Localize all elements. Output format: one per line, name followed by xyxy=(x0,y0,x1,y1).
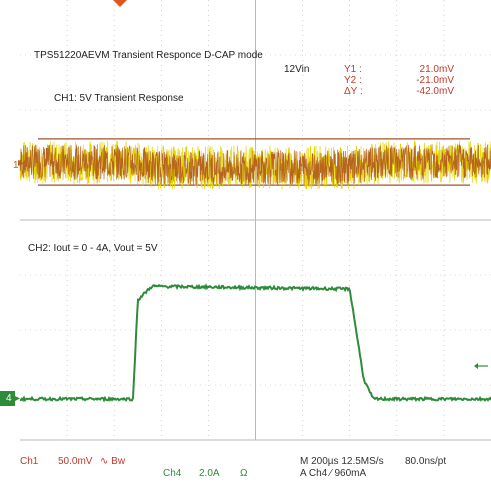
ch4-coupling: Ω xyxy=(240,468,248,479)
trigger-level-arrowhead xyxy=(474,363,478,369)
ch1-annotation: CH1: 5V Transient Response xyxy=(54,93,184,104)
cursor-lines xyxy=(38,138,470,186)
y1-value: 21.0mV xyxy=(419,64,454,75)
dy-label: ΔY : xyxy=(344,86,363,97)
y2-row: Y2 : -21.0mV xyxy=(344,75,454,86)
ch1-coupling: ∿ Bw xyxy=(100,456,126,467)
cursor-readout: Y1 : 21.0mV Y2 : -21.0mV ΔY : -42.0mV xyxy=(344,64,454,97)
trigger-readout: A Ch4 ⁄ 960mA xyxy=(300,468,367,479)
y2-value: -21.0mV xyxy=(416,75,454,86)
title-annotation: TPS51220AEVM Transient Responce D-CAP mo… xyxy=(34,50,263,61)
ch1-marker-label: 1 xyxy=(13,160,19,171)
ch4-name: Ch4 xyxy=(163,468,182,479)
y2-label: Y2 : xyxy=(344,75,362,86)
ch4-marker-box xyxy=(0,391,15,406)
channel-markers xyxy=(0,0,488,406)
ch4-level-marker xyxy=(15,396,20,401)
timebase-readout: M 200µs 12.5MS/s xyxy=(300,456,384,467)
ch1-level-marker xyxy=(18,160,24,166)
sample-interval: 80.0ns/pt xyxy=(405,456,447,467)
dy-row: ΔY : -42.0mV xyxy=(344,86,454,97)
ch1-signal-line xyxy=(19,144,491,186)
dy-value: -42.0mV xyxy=(416,86,454,97)
ch4-current-line xyxy=(19,283,491,403)
ch1-trace xyxy=(19,140,491,190)
y1-label: Y1 : xyxy=(344,64,362,75)
ch4-marker-label: 4 xyxy=(6,393,12,404)
vin-annotation: 12Vin xyxy=(284,64,309,75)
ch1-scale: 50.0mV xyxy=(58,456,93,467)
trigger-position-marker xyxy=(113,0,127,7)
ch4-trace xyxy=(19,283,491,403)
ch1-name: Ch1 xyxy=(20,456,39,467)
ch4-scale: 2.0A xyxy=(199,468,220,479)
y1-row: Y1 : 21.0mV xyxy=(344,64,454,75)
ch2-annotation: CH2: Iout = 0 - 4A, Vout = 5V xyxy=(28,243,158,254)
